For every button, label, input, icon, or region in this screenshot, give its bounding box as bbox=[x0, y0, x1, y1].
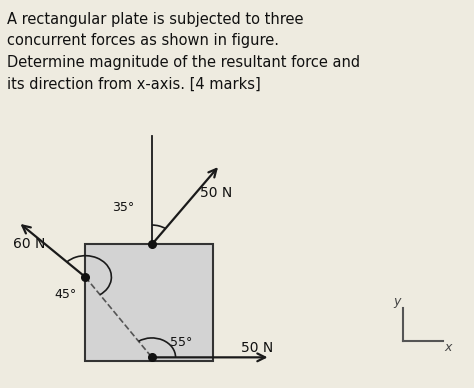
Text: 45°: 45° bbox=[55, 288, 77, 301]
Text: x: x bbox=[444, 341, 452, 354]
Text: 35°: 35° bbox=[111, 201, 134, 215]
Text: y: y bbox=[393, 294, 401, 308]
Text: 60 N: 60 N bbox=[13, 237, 46, 251]
Text: 50 N: 50 N bbox=[241, 341, 273, 355]
Bar bbox=[85, 244, 213, 361]
Text: A rectangular plate is subjected to three
concurrent forces as shown in figure.
: A rectangular plate is subjected to thre… bbox=[7, 12, 360, 92]
Text: 50 N: 50 N bbox=[200, 186, 232, 200]
Text: 55°: 55° bbox=[170, 336, 192, 350]
